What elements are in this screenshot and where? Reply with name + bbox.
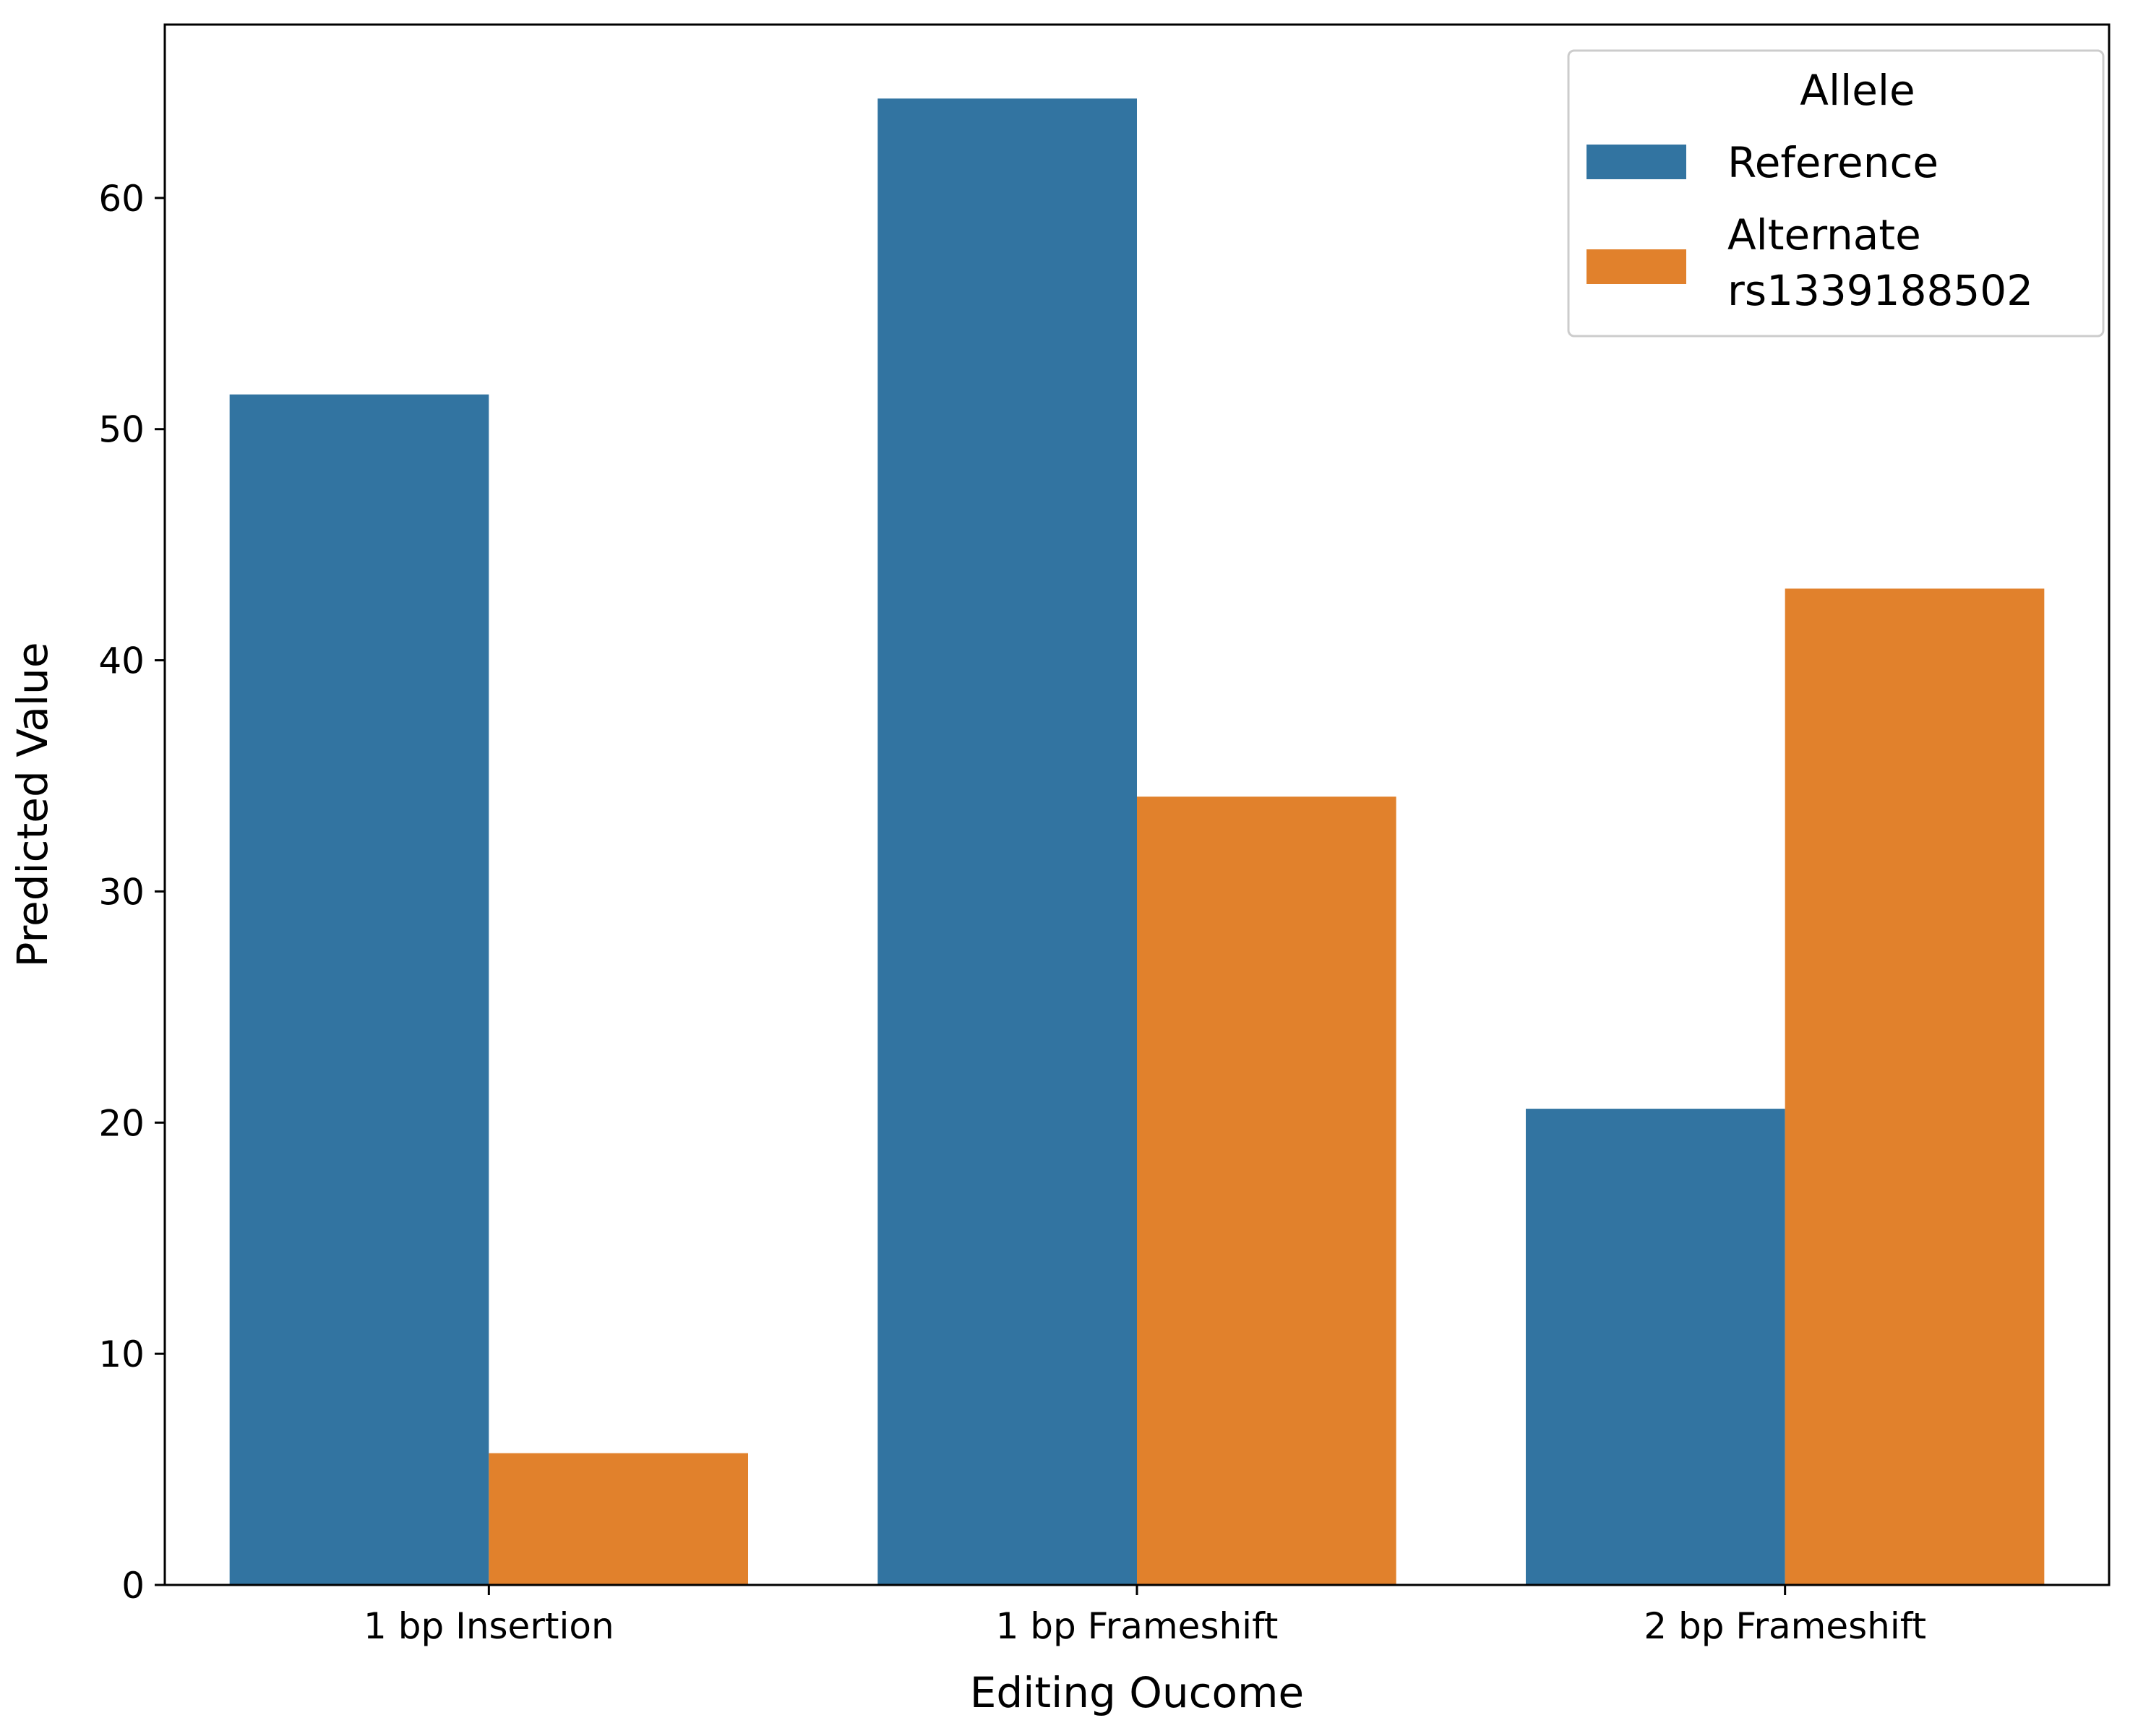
x-tick-label: 1 bp Insertion bbox=[364, 1605, 614, 1647]
bar-alternate-2 bbox=[1137, 796, 1396, 1585]
y-tick-label: 10 bbox=[98, 1333, 145, 1375]
bar-alternate-3 bbox=[1785, 588, 2045, 1586]
y-tick-label: 60 bbox=[98, 178, 145, 220]
y-tick-label: 30 bbox=[98, 871, 145, 913]
legend-swatch-reference bbox=[1587, 145, 1686, 179]
legend-entries: Reference Alternate rs1339188502 bbox=[1587, 138, 2033, 315]
bar-reference-2 bbox=[877, 98, 1137, 1586]
y-tick-label: 40 bbox=[98, 640, 145, 682]
legend-title: Allele bbox=[1800, 66, 1915, 115]
x-tick-label: 2 bp Frameshift bbox=[1644, 1605, 1926, 1647]
axes-frame bbox=[163, 23, 2111, 1586]
bar-reference-3 bbox=[1526, 1109, 1785, 1585]
y-tick-label: 0 bbox=[121, 1565, 145, 1607]
legend-swatch-alternate bbox=[1587, 249, 1686, 284]
bar-alternate-1 bbox=[489, 1453, 748, 1585]
x-axis: 1 bp Insertion 1 bp Frameshift 2 bp Frames… bbox=[364, 1585, 1926, 1647]
x-axis-label: Editing Oucome bbox=[970, 1668, 1304, 1717]
y-tick-label: 20 bbox=[98, 1102, 145, 1144]
legend: Allele Reference Alternate rs1339188502 bbox=[1567, 49, 2105, 338]
legend-label-alternate: Alternate rs1339188502 bbox=[1727, 210, 2033, 315]
x-tick-label: 1 bp Frameshift bbox=[996, 1605, 1279, 1647]
y-axis-label: Predicted Value bbox=[8, 643, 57, 968]
y-tick-label: 50 bbox=[98, 409, 145, 451]
legend-label-reference: Reference bbox=[1727, 138, 1939, 187]
y-axis: 0 10 20 30 40 50 60 bbox=[98, 178, 165, 1607]
bar-reference-1 bbox=[229, 394, 489, 1585]
legend-box bbox=[1567, 49, 2105, 338]
plot-area bbox=[229, 98, 2045, 1586]
